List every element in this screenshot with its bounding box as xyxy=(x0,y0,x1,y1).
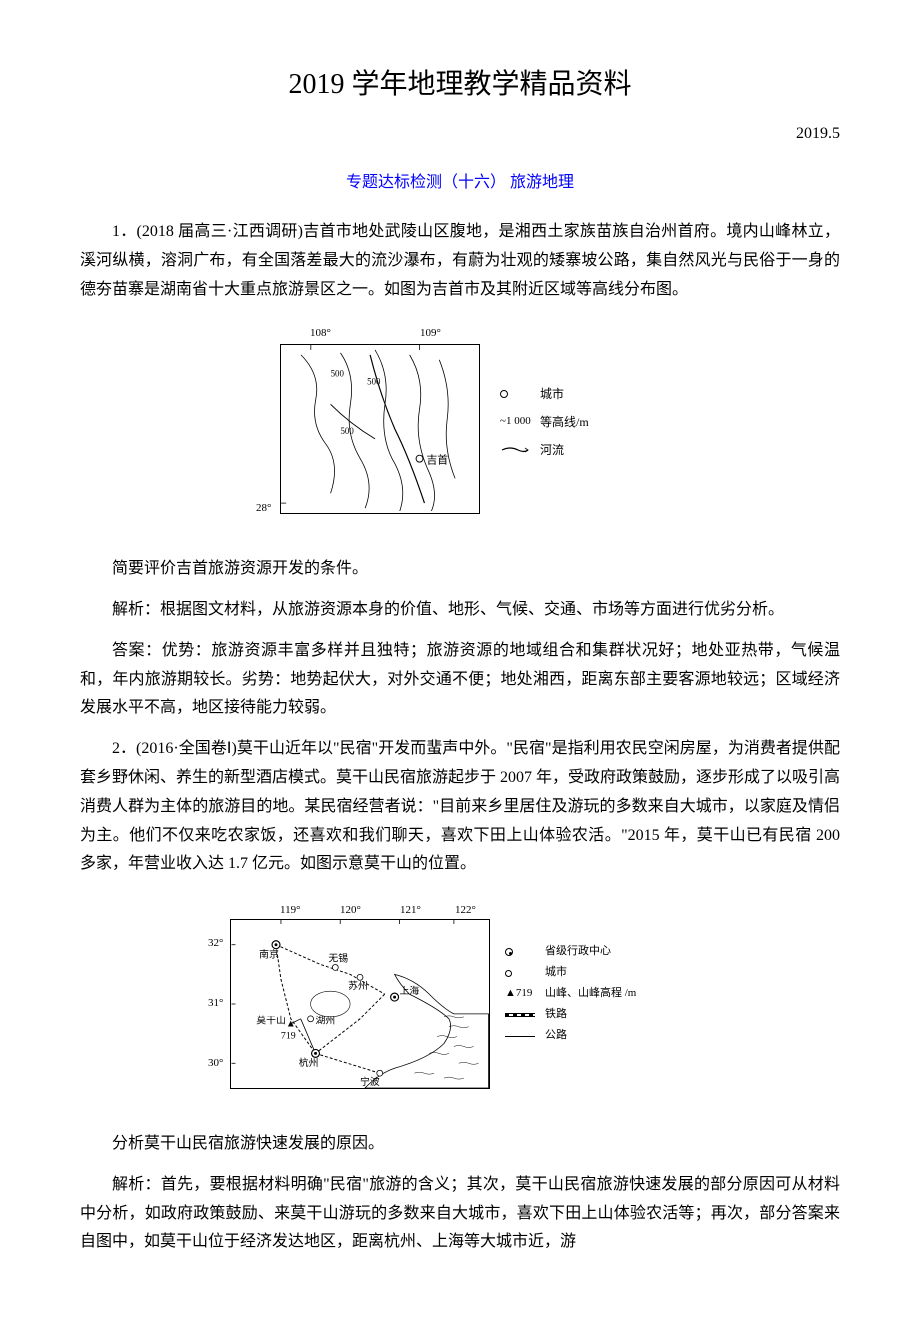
city-suzhou: 苏州 xyxy=(348,979,368,992)
legend-peak-row: ▲719 山峰、山峰高程 /m xyxy=(505,986,636,1002)
q2-analysis: 解析：首先，要根据材料明确"民宿"旅游的含义；其次，莫干山民宿旅游快速发展的部分… xyxy=(80,1171,840,1257)
city-label: 吉首 xyxy=(426,454,448,467)
legend-highway-row: 公路 xyxy=(505,1028,636,1044)
legend-city-label: 城市 xyxy=(540,384,564,406)
fig2-lon4: 122° xyxy=(455,901,476,921)
city-marker xyxy=(377,1070,383,1076)
mogan-label: 莫干山 xyxy=(256,1015,286,1027)
fig1-lon1: 108° xyxy=(310,324,331,344)
fig1-legend: 城市 ~1 000 等高线/m 河流 xyxy=(500,384,589,468)
section-title: 专题达标检测（十六） 旅游地理 xyxy=(80,169,840,198)
prov-marker-dot xyxy=(314,1052,317,1055)
city-icon xyxy=(500,390,540,398)
prov-center-icon xyxy=(505,948,545,956)
contour-line xyxy=(410,355,435,511)
q1-question: 简要评价吉首旅游资源开发的条件。 xyxy=(80,555,840,584)
main-title: 2019 学年地理教学精品资料 xyxy=(80,60,840,110)
sea-hatch xyxy=(414,1016,478,1079)
fig2-lat1: 32° xyxy=(208,934,223,954)
contour-line xyxy=(375,350,403,511)
lake xyxy=(311,991,351,1017)
q1-answer: 答案：优势：旅游资源丰富多样并且独特；旅游资源的地域组合和集群状况好；地处亚热带… xyxy=(80,637,840,723)
legend-prov-row: 省级行政中心 xyxy=(505,944,636,960)
contour-val: 500 xyxy=(340,426,354,436)
city-nanjing: 南京 xyxy=(259,948,279,961)
coastline xyxy=(365,974,489,1088)
legend-railway-row: 铁路 xyxy=(505,1007,636,1023)
legend-prov-label: 省级行政中心 xyxy=(545,942,611,962)
figure2-container: 119° 120° 121° 122° 32° 31° 30° xyxy=(80,899,840,1110)
legend-city-label: 城市 xyxy=(545,963,567,983)
fig2-legend: 省级行政中心 城市 ▲719 山峰、山峰高程 /m 铁路 公路 xyxy=(505,944,636,1049)
railway-icon xyxy=(505,1013,545,1017)
legend-contour-label: 等高线/m xyxy=(540,412,589,434)
figure1-container: 108° 109° 28° 500 500 500 吉首 xyxy=(80,324,840,535)
railway xyxy=(316,1054,380,1074)
railway xyxy=(276,945,385,994)
legend-city-row: 城市 xyxy=(505,965,636,981)
legend-contour-row: ~1 000 等高线/m xyxy=(500,412,589,432)
contour-val: 500 xyxy=(331,369,345,379)
legend-peak-label: 山峰、山峰高程 /m xyxy=(545,984,636,1004)
fig1-map: 500 500 500 吉首 xyxy=(280,344,480,514)
legend-railway-label: 铁路 xyxy=(545,1005,567,1025)
q2-analysis-text: 首先，要根据材料明确"民宿"旅游的含义；其次，莫干山民宿旅游快速发展的部分原因可… xyxy=(80,1176,840,1251)
q1-answer-text: 优势：旅游资源丰富多样并且独特；旅游资源的地域组合和集群状况好；地处亚热带，气候… xyxy=(80,642,840,717)
fig2-lon3: 121° xyxy=(400,901,421,921)
document-date: 2019.5 xyxy=(80,120,840,149)
fig2-lon1: 119° xyxy=(280,901,301,921)
prov-marker-dot xyxy=(275,943,278,946)
peak-icon: ▲719 xyxy=(505,984,545,1004)
q2-text: 2．(2016·全国卷Ⅰ)莫干山近年以"民宿"开发而蜚声中外。"民宿"是指利用农… xyxy=(80,735,840,879)
legend-river-row: 河流 xyxy=(500,440,589,460)
legend-highway-label: 公路 xyxy=(545,1026,567,1046)
city-shanghai: 上海 xyxy=(400,984,420,997)
mogan-peak-icon: ▲ xyxy=(286,1019,296,1030)
contour-line xyxy=(301,355,335,493)
city-marker xyxy=(416,456,423,463)
fig2-lon2: 120° xyxy=(340,901,361,921)
answer-label: 答案： xyxy=(112,642,162,659)
city-marker xyxy=(308,1016,314,1022)
fig2-svg: 南京 无锡 苏州 上海 湖州 杭州 宁波 ▲ 莫干山 719 xyxy=(231,920,489,1088)
contour-icon: ~1 000 xyxy=(500,412,540,432)
q1-analysis-text: 根据图文材料，从旅游资源本身的价值、地形、气候、交通、市场等方面进行优劣分析。 xyxy=(160,601,784,618)
highway-icon xyxy=(505,1036,545,1037)
legend-river-label: 河流 xyxy=(540,440,564,462)
city-ningbo: 宁波 xyxy=(360,1075,380,1088)
figure2: 119° 120° 121° 122° 32° 31° 30° xyxy=(230,899,690,1099)
fig1-lon2: 109° xyxy=(420,324,441,344)
city-icon xyxy=(505,970,545,977)
city-wuxi: 无锡 xyxy=(328,952,348,965)
legend-city-row: 城市 xyxy=(500,384,589,404)
city-marker xyxy=(332,965,338,971)
fig1-svg: 500 500 500 吉首 xyxy=(281,345,479,513)
river-icon xyxy=(500,444,540,456)
q1-text: 1．(2018 届高三·江西调研)吉首市地处武陵山区腹地，是湘西土家族苗族自治州… xyxy=(80,218,840,304)
fig2-map: 南京 无锡 苏州 上海 湖州 杭州 宁波 ▲ 莫干山 719 xyxy=(230,919,490,1089)
q1-analysis: 解析：根据图文材料，从旅游资源本身的价值、地形、气候、交通、市场等方面进行优劣分… xyxy=(80,596,840,625)
city-hangzhou: 杭州 xyxy=(299,1056,319,1069)
mogan-elev: 719 xyxy=(281,1031,296,1042)
city-marker xyxy=(357,974,363,980)
analysis-label: 解析： xyxy=(112,601,160,618)
figure1: 108° 109° 28° 500 500 500 吉首 xyxy=(280,324,640,524)
analysis-label: 解析： xyxy=(112,1176,161,1193)
q2-question: 分析莫干山民宿旅游快速发展的原因。 xyxy=(80,1130,840,1159)
prov-marker-dot xyxy=(393,996,396,999)
city-huzhou: 湖州 xyxy=(316,1015,336,1027)
fig2-lat2: 31° xyxy=(208,994,223,1014)
fig1-lat1: 28° xyxy=(256,499,271,519)
fig2-lat3: 30° xyxy=(208,1054,223,1074)
